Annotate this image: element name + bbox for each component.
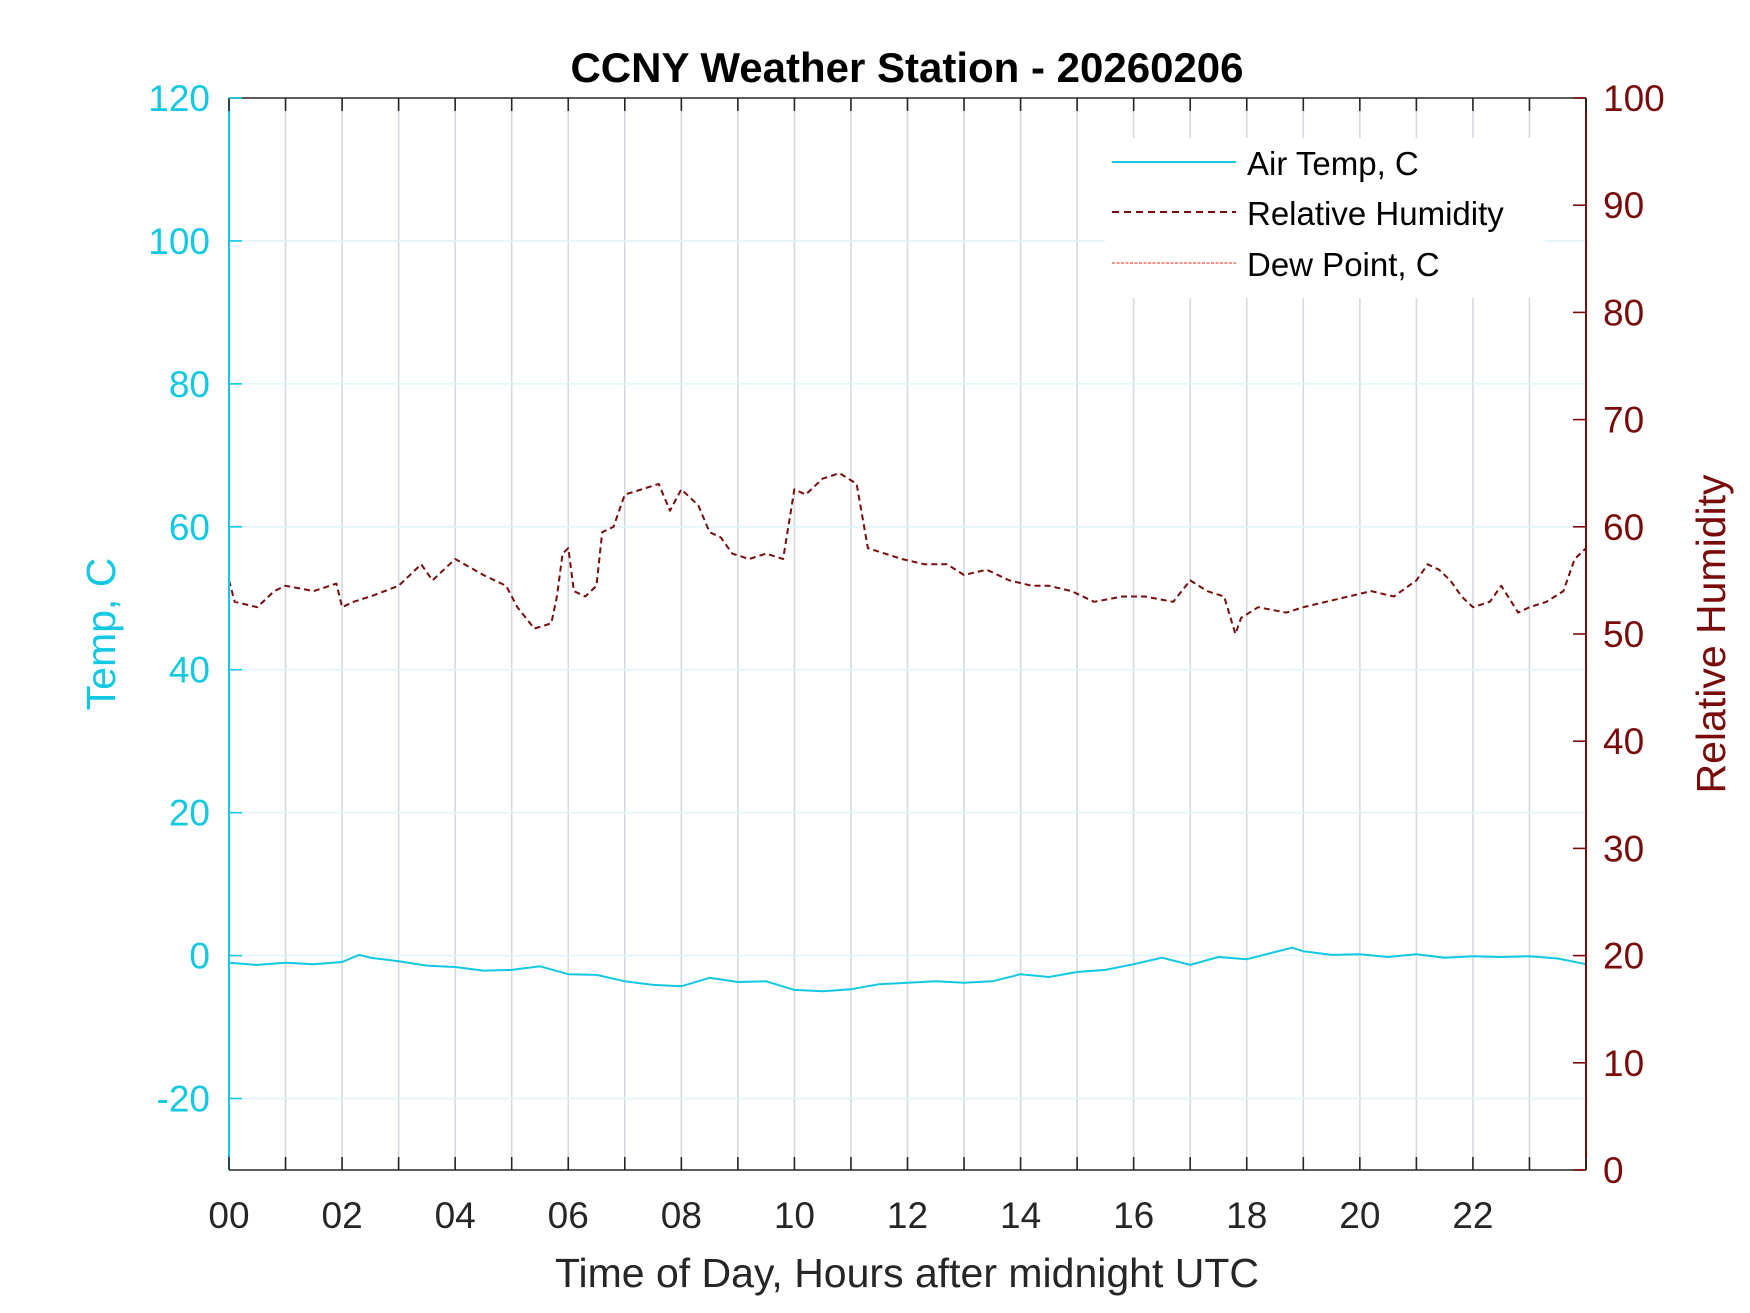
y-axis-label-right: Relative Humidity xyxy=(1688,474,1734,793)
legend-label-humidity: Relative Humidity xyxy=(1247,195,1504,232)
series-line-humidity xyxy=(228,472,1587,635)
x-tick-label: 00 xyxy=(208,1195,249,1236)
series-line-air-temp xyxy=(228,946,1587,993)
y-right-tick-label: 50 xyxy=(1603,614,1644,655)
y-right-tick-label: 20 xyxy=(1603,936,1644,977)
y-right-tick-label: 90 xyxy=(1603,185,1644,226)
x-tick-label: 12 xyxy=(887,1195,928,1236)
y-axis-label-left: Temp, C xyxy=(78,558,124,711)
series-layer xyxy=(228,472,1587,993)
x-axis-label: Time of Day, Hours after midnight UTC xyxy=(555,1250,1259,1296)
legend: Air Temp, C Relative Humidity Dew Point,… xyxy=(1105,138,1545,298)
legend-label-air-temp: Air Temp, C xyxy=(1247,145,1419,182)
chart-title: CCNY Weather Station - 20260206 xyxy=(570,44,1243,91)
x-tick-label: 16 xyxy=(1113,1195,1154,1236)
y-left-tick-label: 120 xyxy=(148,78,210,119)
legend-background xyxy=(1105,138,1545,298)
x-tick-label: 08 xyxy=(661,1195,702,1236)
y-right-tick-label: 10 xyxy=(1603,1043,1644,1084)
x-tick-label: 04 xyxy=(435,1195,476,1236)
y-right-tick-label: 30 xyxy=(1603,828,1644,869)
y-left-tick-label: 100 xyxy=(148,221,210,262)
legend-label-dew-point: Dew Point, C xyxy=(1247,246,1440,283)
grid-layer xyxy=(229,98,1586,1170)
y-left-tick-label: 20 xyxy=(169,793,210,834)
ticks-layer: 00 02 04 06 08 10 12 14 16 18 20 22-200204060801001… xyxy=(148,78,1664,1236)
y-right-tick-label: 60 xyxy=(1603,507,1644,548)
x-tick-label: 02 xyxy=(322,1195,363,1236)
y-right-tick-label: 100 xyxy=(1603,78,1665,119)
x-tick-label: 10 xyxy=(774,1195,815,1236)
y-right-tick-label: 70 xyxy=(1603,400,1644,441)
y-left-tick-label: 80 xyxy=(169,364,210,405)
y-left-tick-label: 0 xyxy=(189,936,210,977)
y-right-tick-label: 0 xyxy=(1603,1150,1624,1191)
x-tick-label: 06 xyxy=(548,1195,589,1236)
x-tick-label: 18 xyxy=(1226,1195,1267,1236)
y-right-tick-label: 80 xyxy=(1603,292,1644,333)
y-left-tick-label: -20 xyxy=(157,1079,210,1120)
y-right-tick-label: 40 xyxy=(1603,721,1644,762)
y-left-tick-label: 60 xyxy=(169,507,210,548)
x-tick-label: 14 xyxy=(1000,1195,1041,1236)
x-tick-label: 22 xyxy=(1452,1195,1493,1236)
y-left-tick-label: 40 xyxy=(169,650,210,691)
x-tick-label: 20 xyxy=(1339,1195,1380,1236)
